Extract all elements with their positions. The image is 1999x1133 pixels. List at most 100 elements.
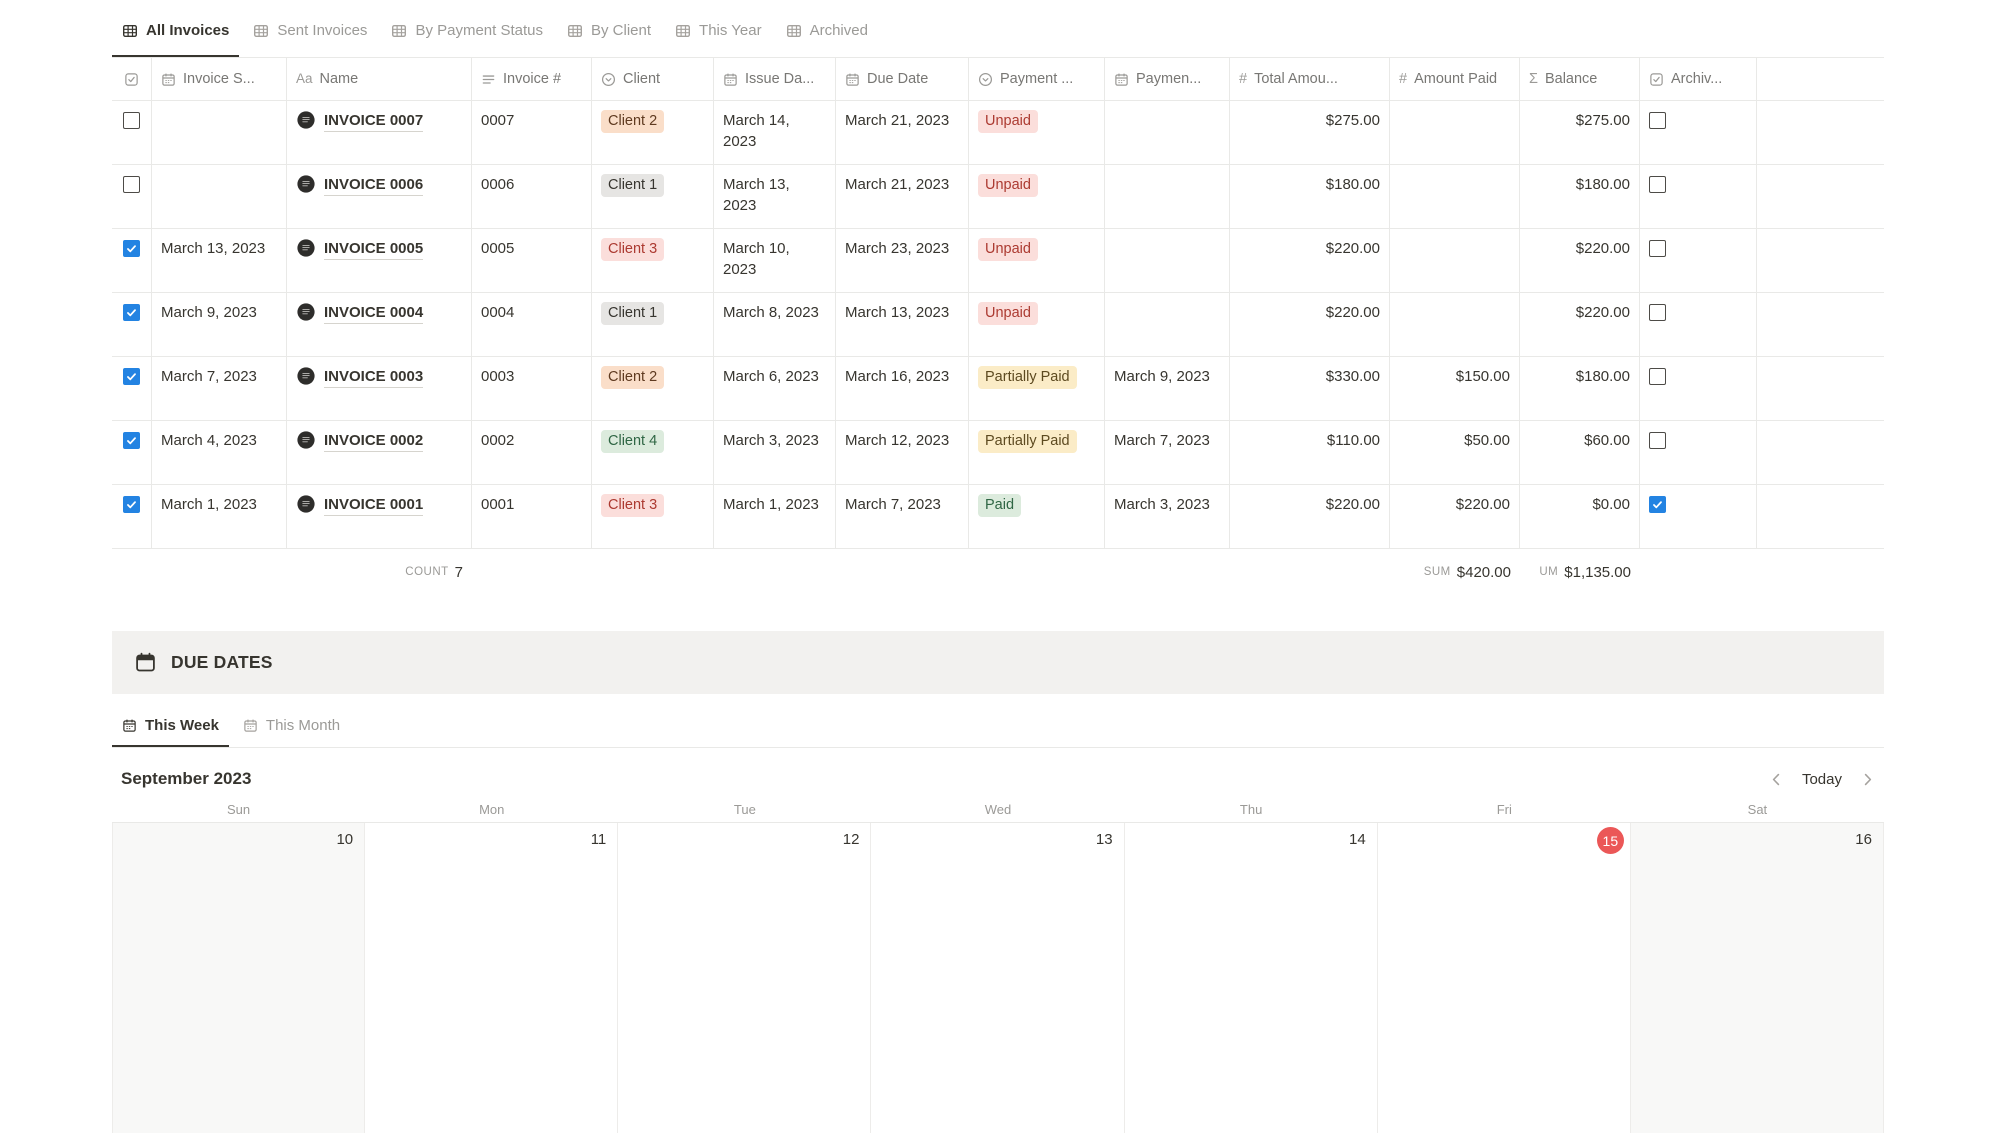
cell-invoice-number[interactable]: 0007 <box>472 101 592 164</box>
cell-issue-date[interactable]: March 1, 2023 <box>714 485 836 548</box>
balance-sum-aggregate[interactable]: UM $1,135.00 <box>1520 564 1640 581</box>
row-select-checkbox[interactable] <box>123 368 140 385</box>
column-header-payment-date[interactable]: Paymen... <box>1105 58 1230 100</box>
cell-invoice-sent[interactable] <box>152 165 287 228</box>
calendar-day-cell[interactable]: 15 <box>1378 823 1631 1133</box>
archived-checkbox[interactable] <box>1649 432 1666 449</box>
archived-checkbox[interactable] <box>1649 368 1666 385</box>
cell-total-amount[interactable]: $180.00 <box>1230 165 1390 228</box>
invoice-page-link[interactable]: INVOICE 0004 <box>324 302 424 324</box>
cell-payment-date[interactable]: March 9, 2023 <box>1105 357 1230 420</box>
amount-paid-sum-aggregate[interactable]: SUM $420.00 <box>1390 564 1520 581</box>
column-header-payment-status[interactable]: Payment ... <box>969 58 1105 100</box>
column-header-total-amount[interactable]: # Total Amou... <box>1230 58 1390 100</box>
cell-balance[interactable]: $0.00 <box>1520 485 1640 548</box>
cell-payment-status[interactable]: Unpaid <box>969 101 1105 164</box>
cell-total-amount[interactable]: $220.00 <box>1230 229 1390 292</box>
invoice-page-link[interactable]: INVOICE 0007 <box>324 110 424 132</box>
column-header-client[interactable]: Client <box>592 58 714 100</box>
cell-total-amount[interactable]: $110.00 <box>1230 421 1390 484</box>
today-button[interactable]: Today <box>1801 770 1842 788</box>
cell-payment-status[interactable]: Unpaid <box>969 165 1105 228</box>
cell-payment-status[interactable]: Unpaid <box>969 229 1105 292</box>
column-header-issue-date[interactable]: Issue Da... <box>714 58 836 100</box>
cell-balance[interactable]: $180.00 <box>1520 357 1640 420</box>
cell-payment-date[interactable]: March 3, 2023 <box>1105 485 1230 548</box>
view-tab-by-client[interactable]: By Client <box>557 6 661 57</box>
cell-client[interactable]: Client 1 <box>592 293 714 356</box>
cell-invoice-sent[interactable]: March 1, 2023 <box>152 485 287 548</box>
cell-due-date[interactable]: March 21, 2023 <box>836 165 969 228</box>
calendar-tab-this-month[interactable]: This Month <box>233 706 350 747</box>
row-select-checkbox[interactable] <box>123 240 140 257</box>
archived-checkbox[interactable] <box>1649 496 1666 513</box>
cell-name[interactable]: INVOICE 0005 <box>287 229 472 292</box>
cell-name[interactable]: INVOICE 0001 <box>287 485 472 548</box>
cell-invoice-number[interactable]: 0001 <box>472 485 592 548</box>
calendar-day-cell[interactable]: 10 <box>112 823 366 1133</box>
cell-balance[interactable]: $275.00 <box>1520 101 1640 164</box>
column-header-name[interactable]: Aa Name <box>287 58 472 100</box>
cell-name[interactable]: INVOICE 0003 <box>287 357 472 420</box>
cell-client[interactable]: Client 2 <box>592 101 714 164</box>
invoice-page-link[interactable]: INVOICE 0003 <box>324 366 424 388</box>
column-header-due-date[interactable]: Due Date <box>836 58 969 100</box>
cell-due-date[interactable]: March 13, 2023 <box>836 293 969 356</box>
cell-amount-paid[interactable] <box>1390 101 1520 164</box>
cell-amount-paid[interactable]: $50.00 <box>1390 421 1520 484</box>
row-select-checkbox[interactable] <box>123 176 140 193</box>
cell-client[interactable]: Client 3 <box>592 485 714 548</box>
column-header-invoice-number[interactable]: Invoice # <box>472 58 592 100</box>
cell-balance[interactable]: $60.00 <box>1520 421 1640 484</box>
view-tab-this-year[interactable]: This Year <box>665 6 772 57</box>
invoice-page-link[interactable]: INVOICE 0005 <box>324 238 424 260</box>
column-header-balance[interactable]: Σ Balance <box>1520 58 1640 100</box>
calendar-day-cell[interactable]: 11 <box>365 823 619 1133</box>
cell-invoice-sent[interactable]: March 7, 2023 <box>152 357 287 420</box>
invoice-page-link[interactable]: INVOICE 0002 <box>324 430 424 452</box>
calendar-day-cell[interactable]: 14 <box>1125 823 1378 1133</box>
cell-issue-date[interactable]: March 10, 2023 <box>714 229 836 292</box>
archived-checkbox[interactable] <box>1649 176 1666 193</box>
invoice-page-link[interactable]: INVOICE 0006 <box>324 174 424 196</box>
calendar-day-cell[interactable]: 13 <box>871 823 1125 1133</box>
cell-balance[interactable]: $180.00 <box>1520 165 1640 228</box>
column-header-invoice-sent[interactable]: Invoice S... <box>152 58 287 100</box>
cell-client[interactable]: Client 3 <box>592 229 714 292</box>
column-header-select[interactable] <box>112 58 152 100</box>
view-tab-by-payment-status[interactable]: By Payment Status <box>381 6 553 57</box>
cell-invoice-number[interactable]: 0003 <box>472 357 592 420</box>
archived-checkbox[interactable] <box>1649 112 1666 129</box>
cell-amount-paid[interactable]: $220.00 <box>1390 485 1520 548</box>
archived-checkbox[interactable] <box>1649 240 1666 257</box>
row-select-checkbox[interactable] <box>123 112 140 129</box>
column-header-archived[interactable]: Archiv... <box>1640 58 1757 100</box>
cell-client[interactable]: Client 2 <box>592 357 714 420</box>
cell-payment-date[interactable] <box>1105 229 1230 292</box>
cell-invoice-number[interactable]: 0002 <box>472 421 592 484</box>
count-aggregate[interactable]: COUNT 7 <box>287 564 472 581</box>
cell-issue-date[interactable]: March 8, 2023 <box>714 293 836 356</box>
invoice-page-link[interactable]: INVOICE 0001 <box>324 494 424 516</box>
cell-due-date[interactable]: March 12, 2023 <box>836 421 969 484</box>
cell-issue-date[interactable]: March 14, 2023 <box>714 101 836 164</box>
cell-payment-status[interactable]: Unpaid <box>969 293 1105 356</box>
view-tab-all-invoices[interactable]: All Invoices <box>112 6 240 57</box>
cell-client[interactable]: Client 4 <box>592 421 714 484</box>
cell-name[interactable]: INVOICE 0002 <box>287 421 472 484</box>
cell-due-date[interactable]: March 7, 2023 <box>836 485 969 548</box>
cell-amount-paid[interactable]: $150.00 <box>1390 357 1520 420</box>
cell-issue-date[interactable]: March 3, 2023 <box>714 421 836 484</box>
cell-payment-status[interactable]: Partially Paid <box>969 357 1105 420</box>
cell-client[interactable]: Client 1 <box>592 165 714 228</box>
cell-total-amount[interactable]: $330.00 <box>1230 357 1390 420</box>
view-tab-archived[interactable]: Archived <box>776 6 878 57</box>
cell-payment-date[interactable]: March 7, 2023 <box>1105 421 1230 484</box>
archived-checkbox[interactable] <box>1649 304 1666 321</box>
cell-due-date[interactable]: March 16, 2023 <box>836 357 969 420</box>
cell-invoice-sent[interactable]: March 13, 2023 <box>152 229 287 292</box>
cell-due-date[interactable]: March 23, 2023 <box>836 229 969 292</box>
row-select-checkbox[interactable] <box>123 496 140 513</box>
row-select-checkbox[interactable] <box>123 432 140 449</box>
view-tab-sent-invoices[interactable]: Sent Invoices <box>243 6 377 57</box>
